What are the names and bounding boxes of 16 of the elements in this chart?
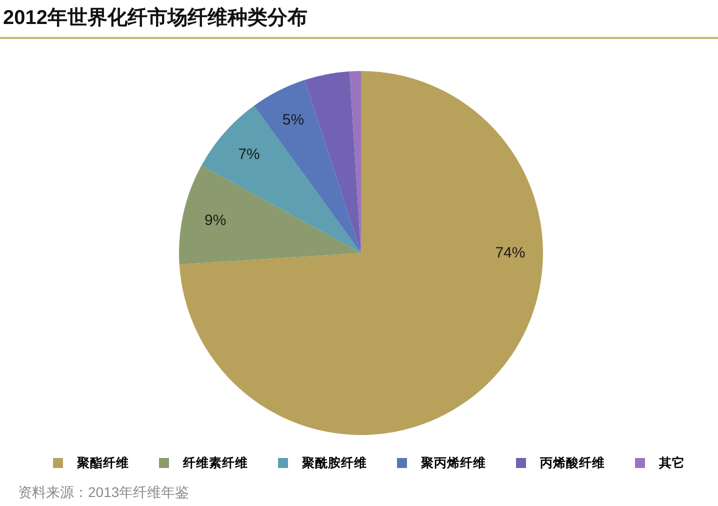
legend-label: 聚酰胺纤维: [301, 455, 367, 470]
pie-slice: [304, 71, 361, 253]
pie-slice: [179, 71, 543, 435]
legend-label: 其它: [658, 455, 685, 470]
legend-label: 纤维素纤维: [182, 455, 248, 470]
pie-slice: [202, 106, 361, 253]
data-label: 74%: [495, 244, 526, 262]
legend-label: 丙烯酸纤维: [539, 455, 605, 470]
text: 资料来源：2013年纤维年鉴: [18, 484, 190, 500]
data-label: 7%: [238, 146, 260, 163]
pie-slice: [179, 165, 361, 264]
chart-title: 2012年世界化纤市场纤维种类分布: [3, 6, 308, 29]
legend-label: 聚丙烯纤维: [420, 455, 486, 470]
data-label: 9%: [204, 212, 226, 229]
data-label: 5%: [282, 112, 304, 129]
legend-label: 聚酯纤维: [76, 455, 129, 470]
